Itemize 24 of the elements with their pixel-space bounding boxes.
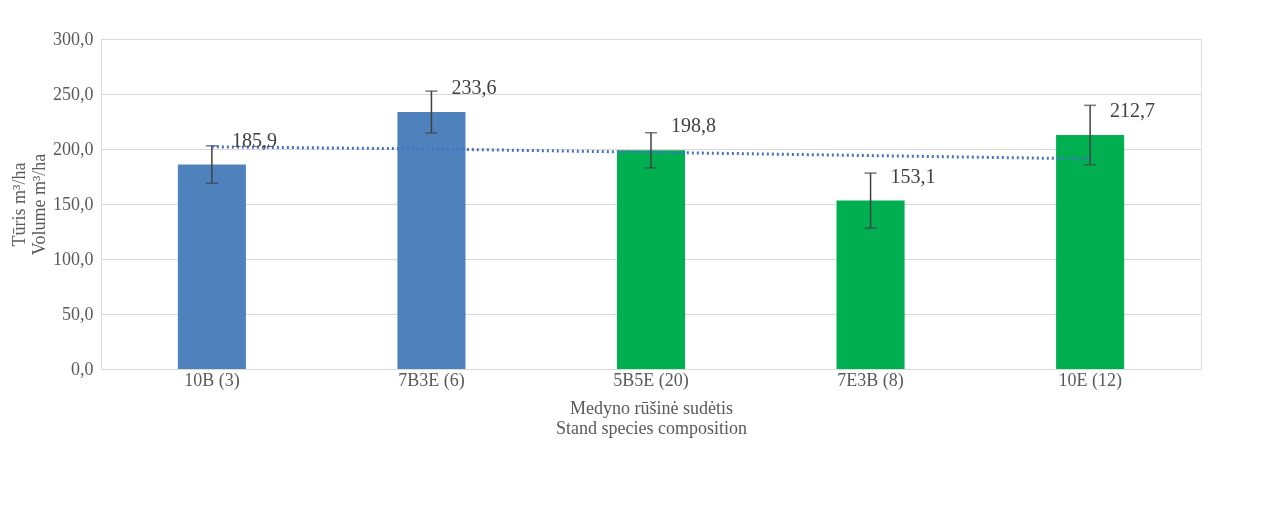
data-label: 198,8 — [671, 114, 716, 137]
data-label: 212,7 — [1110, 99, 1156, 122]
data-label: 185,9 — [231, 128, 277, 151]
data-label: 153,1 — [890, 164, 936, 187]
y-tick-label: 300,0 — [53, 28, 94, 49]
bar — [616, 150, 686, 369]
y-axis-title: Tūris m³/ha Volume m³/ha — [9, 153, 49, 256]
bar — [836, 200, 905, 369]
x-tick-label: 5B5E (20) — [613, 369, 689, 391]
y-tick-label: 50,0 — [62, 303, 94, 324]
y-tick-label: 200,0 — [53, 138, 94, 159]
y-tick-label: 100,0 — [53, 248, 94, 269]
bar — [177, 164, 246, 369]
x-tick-label: 7E3B (8) — [837, 369, 904, 391]
data-label: 233,6 — [451, 76, 497, 99]
bar — [397, 112, 466, 369]
x-axis-title: Medyno rūšinė sudėtis Stand species composition — [556, 397, 747, 438]
x-tick-label: 7B3E (6) — [398, 369, 465, 391]
y-tick-label: 250,0 — [53, 83, 94, 104]
y-tick-label: 0,0 — [71, 358, 94, 379]
y-tick-label: 150,0 — [53, 193, 94, 214]
x-tick-label: 10E (12) — [1058, 369, 1122, 391]
x-tick-label: 10B (3) — [184, 369, 240, 391]
bar — [1056, 135, 1125, 369]
